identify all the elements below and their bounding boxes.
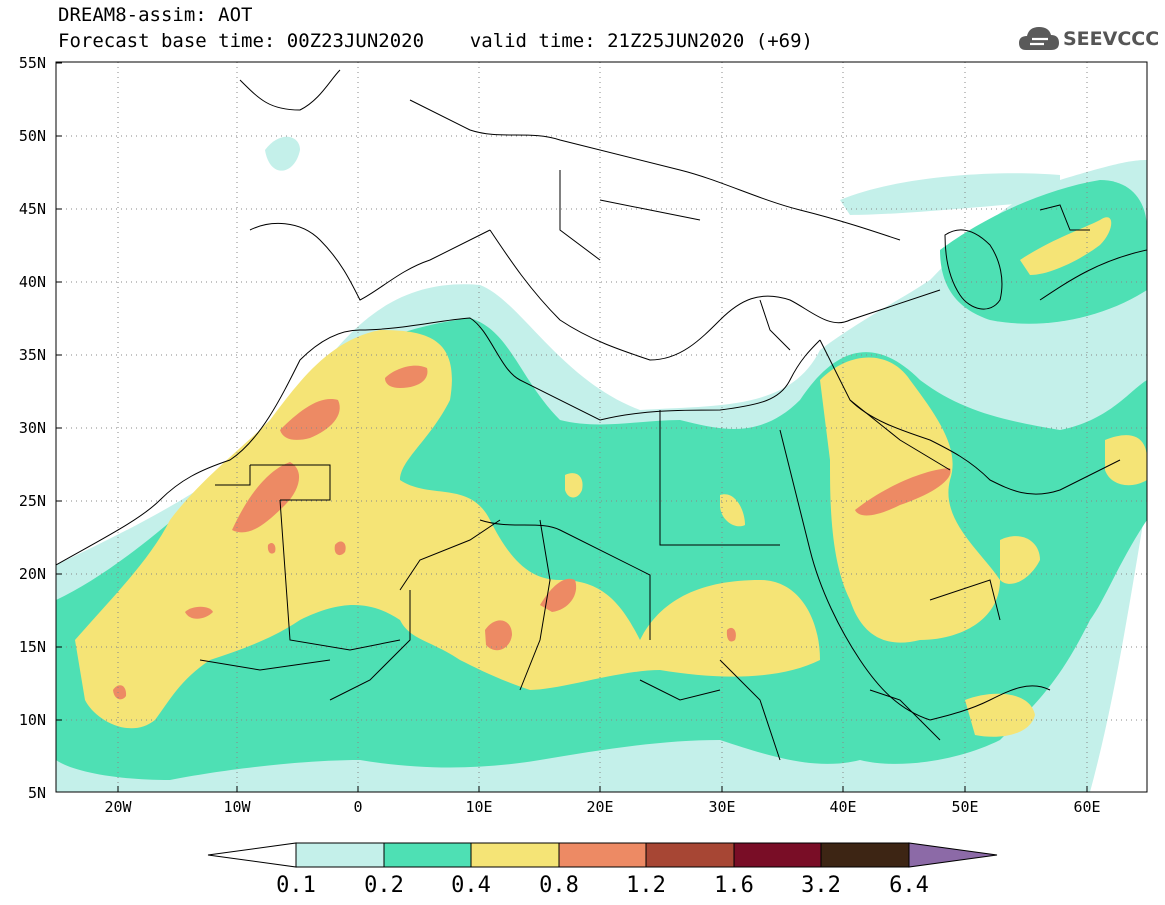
cloud-icon <box>1019 27 1059 50</box>
lon-label: 30E <box>708 798 735 816</box>
lat-label: 30N <box>19 419 46 437</box>
lat-label: 25N <box>19 492 46 510</box>
colorbar-label: 0.1 <box>276 873 316 898</box>
colorbar-segment <box>558 842 647 868</box>
lon-label: 10W <box>223 798 251 816</box>
colorbar-segment <box>733 842 822 868</box>
lon-label: 20W <box>104 798 132 816</box>
lat-label: 55N <box>19 54 46 72</box>
colorbar-label: 6.4 <box>889 873 929 898</box>
colorbar-label: 1.2 <box>626 873 666 898</box>
logo-text: SEEVCCC <box>1063 28 1160 50</box>
lat-label: 20N <box>19 565 46 583</box>
colorbar-segment <box>645 842 735 868</box>
colorbar-label: 1.6 <box>714 873 754 898</box>
lat-label: 10N <box>19 711 46 729</box>
colorbar-high-arrow <box>908 842 998 868</box>
lon-label: 60E <box>1073 798 1100 816</box>
colorbar-segment <box>470 842 560 868</box>
colorbar-segment <box>383 842 472 868</box>
colorbar-label: 0.8 <box>539 873 579 898</box>
colorbar <box>207 842 998 868</box>
map-frame <box>55 61 1148 793</box>
lon-label: 10E <box>465 798 492 816</box>
lon-label: 0 <box>353 798 362 816</box>
longitude-labels: 20W 10W 0 10E 20E 30E 40E 50E 60E <box>104 798 1100 816</box>
borders <box>199 170 1090 761</box>
grid-lines <box>56 62 1147 792</box>
lon-label: 20E <box>586 798 613 816</box>
colorbar-low-arrow <box>207 842 297 868</box>
lat-label: 50N <box>19 127 46 145</box>
colorbar-labels: 0.1 0.2 0.4 0.8 1.2 1.6 3.2 6.4 <box>276 873 929 898</box>
colorbar-label: 0.4 <box>451 873 491 898</box>
aot-shading <box>56 136 1147 792</box>
axis-ticks <box>56 62 1088 792</box>
lon-label: 40E <box>829 798 856 816</box>
colorbar-segment <box>295 842 385 868</box>
lon-label: 50E <box>951 798 978 816</box>
latitude-labels: 55N 50N 45N 40N 35N 30N 25N 20N 15N 10N … <box>19 54 46 802</box>
seevccc-logo: SEEVCCC <box>1018 24 1159 54</box>
lat-label: 35N <box>19 346 46 364</box>
lat-label: 15N <box>19 638 46 656</box>
colorbar-label: 0.2 <box>364 873 404 898</box>
lat-label: 5N <box>28 784 46 802</box>
forecast-time-info: Forecast base time: 00Z23JUN2020 valid t… <box>58 30 813 52</box>
coastlines <box>56 69 1147 721</box>
map-title: DREAM8-assim: AOT <box>58 4 253 26</box>
colorbar-label: 3.2 <box>801 873 841 898</box>
lat-label: 45N <box>19 200 46 218</box>
lat-label: 40N <box>19 273 46 291</box>
colorbar-segment <box>820 842 910 868</box>
